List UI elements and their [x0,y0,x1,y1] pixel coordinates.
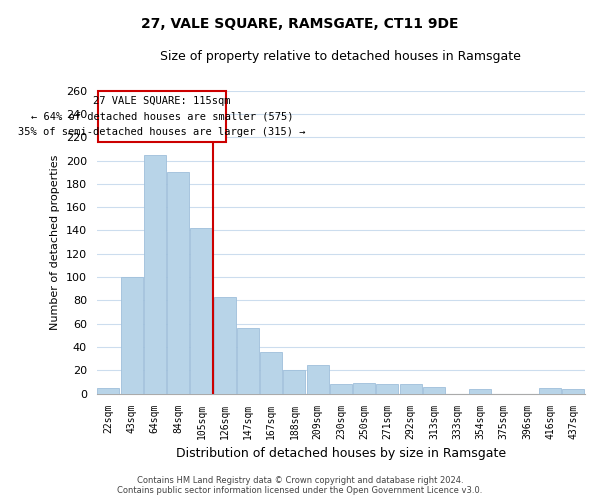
Text: 27, VALE SQUARE, RAMSGATE, CT11 9DE: 27, VALE SQUARE, RAMSGATE, CT11 9DE [141,18,459,32]
Bar [423,386,445,394]
Bar [144,154,166,394]
Bar [121,277,143,394]
Bar [97,388,119,394]
Bar [190,228,212,394]
Y-axis label: Number of detached properties: Number of detached properties [50,154,60,330]
Bar [214,297,236,394]
Title: Size of property relative to detached houses in Ramsgate: Size of property relative to detached ho… [160,50,521,63]
Bar [562,389,584,394]
Bar [330,384,352,394]
Bar [307,364,329,394]
Bar [237,328,259,394]
X-axis label: Distribution of detached houses by size in Ramsgate: Distribution of detached houses by size … [176,447,506,460]
Bar [167,172,189,394]
Bar [400,384,422,394]
Bar [539,388,561,394]
Bar [469,389,491,394]
Bar [260,352,282,394]
Text: 27 VALE SQUARE: 115sqm
← 64% of detached houses are smaller (575)
35% of semi-de: 27 VALE SQUARE: 115sqm ← 64% of detached… [18,96,305,137]
Bar [283,370,305,394]
Bar [353,383,375,394]
Text: Contains HM Land Registry data © Crown copyright and database right 2024.
Contai: Contains HM Land Registry data © Crown c… [118,476,482,495]
Bar [98,90,226,142]
Bar [376,384,398,394]
